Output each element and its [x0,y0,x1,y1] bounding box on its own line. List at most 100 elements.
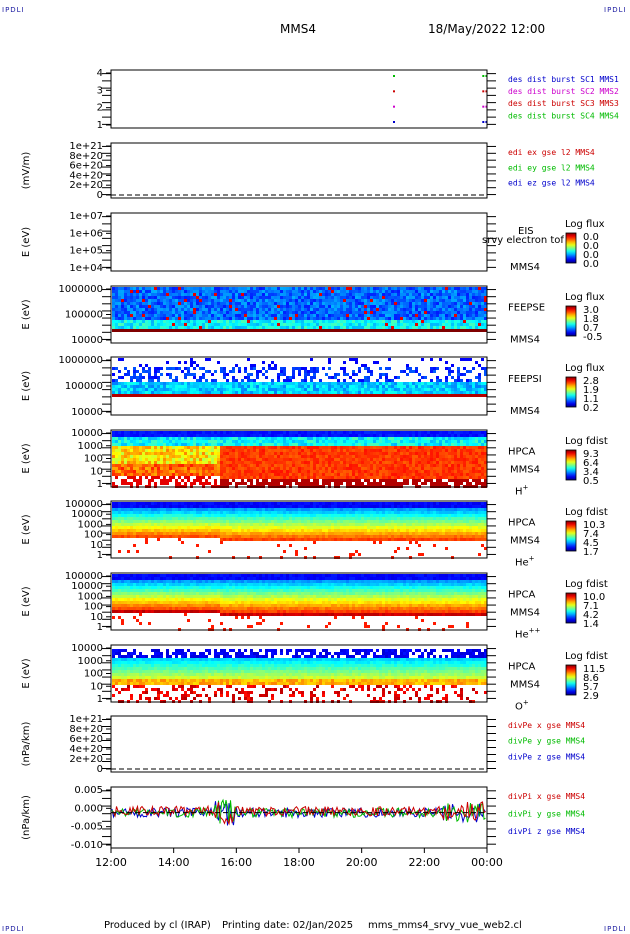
panel-feepse-pixel [310,308,313,311]
panel-feepsi-pixel [268,364,271,367]
panel-hpca_h-pixel [277,476,280,479]
panel-feepsi-pixel [409,394,412,397]
panel-hpca_h-pixel [298,446,301,449]
panel-feepse-pixel [268,302,271,305]
panel-feepse-pixel [151,299,154,302]
panel-feepse-pixel [433,290,436,293]
panel-feepse-pixel [451,317,454,320]
panel-feepsi-pixel [466,379,469,382]
panel-feepse-pixel [229,314,232,317]
panel-feepse-pixel [139,296,142,299]
panel-feepse-pixel [301,308,304,311]
panel-feepse-pixel [385,287,388,290]
panel-hpca_h-pixel [421,443,424,446]
panel-hpca_h-pixel [349,437,352,440]
panel-feepsi-pixel [421,394,424,397]
panel-hpca_h-pixel [310,446,313,449]
panel-hpca_h-pixel [421,467,424,470]
panel-feepse-pixel [241,329,244,332]
panel-feepsi-pixel [277,385,280,388]
panel-feepse-pixel [472,305,475,308]
panel-feepse-pixel [445,290,448,293]
panel-feepse-pixel [409,311,412,314]
panel-feepse-pixel [367,293,370,296]
panel-hpca_h-pixel [148,482,151,485]
panel-feepse-pixel [397,317,400,320]
panel-feepse-pixel [337,287,340,290]
panel-feepsi-pixel [379,367,382,370]
panel-hpca_h-pixel [169,446,172,449]
panel-hpca_h-pixel [364,464,367,467]
panel-hpca_h-pixel [160,434,163,437]
panel-feepse-pixel [373,296,376,299]
panel-feepse-pixel [124,329,127,332]
panel-feepse-pixel [379,299,382,302]
panel-feepse-pixel [274,329,277,332]
panel-hpca_h-pixel [415,476,418,479]
panel-feepse-pixel [247,323,250,326]
panel-feepse-pixel [316,326,319,329]
panel-hpca_h-pixel [187,461,190,464]
panel-hpca_h-pixel [403,461,406,464]
panel-hpca_h-pixel [226,452,229,455]
panel-hpca_h-pixel [244,437,247,440]
panel-feepse-pixel [424,326,427,329]
panel-hpca_h-pixel [280,458,283,461]
panel-hpca_h-pixel [241,446,244,449]
panel-feepse-pixel [241,308,244,311]
panel-feepse-pixel [157,302,160,305]
panel-feepse-pixel [145,317,148,320]
panel-hpca_h-pixel [268,470,271,473]
panel-edi-ytick-label: 2e+20 [69,180,103,191]
panel-feepsi-pixel [151,376,154,379]
panel-hpca_h-pixel [394,431,397,434]
panel-hpca_h-pixel [250,473,253,476]
panel-feepsi-pixel [346,382,349,385]
panel-feepsi-pixel [286,385,289,388]
panel-feepse-pixel [385,302,388,305]
panel-hpca_h-pixel [199,437,202,440]
panel-hpca_h-pixel [418,446,421,449]
panel-feepse-pixel [130,290,133,293]
panel-feepse-pixel [331,329,334,332]
panel-feepse-pixel [277,317,280,320]
panel-feepsi-pixel [166,388,169,391]
panel-hpca_h-pixel [352,443,355,446]
panel-feepsi-pixel [256,388,259,391]
panel-feepse-pixel [277,329,280,332]
panel-feepse-pixel [484,299,487,302]
panel-hpca_h-pixel [289,440,292,443]
panel-feepsi-pixel [190,388,193,391]
panel-feepsi-pixel [199,388,202,391]
panel-feepsi-pixel [475,388,478,391]
panel-feepse-pixel [355,320,358,323]
panel-feepse-pixel [358,302,361,305]
panel-feepse-pixel [439,293,442,296]
panel-feepsi-pixel [301,382,304,385]
panel-feepsi-pixel [361,388,364,391]
panel-hpca_h-pixel [382,461,385,464]
panel-feepse-pixel [151,287,154,290]
panel-hpca_h-pixel [283,446,286,449]
panel-feepse-pixel [406,320,409,323]
panel-hpca_h-pixel [325,467,328,470]
panel-feepsi-pixel [157,367,160,370]
panel-hpca_h-pixel [208,443,211,446]
panel-feepsi-pixel [451,388,454,391]
panel-feepsi-pixel [460,394,463,397]
panel-feepse-pixel [232,287,235,290]
panel-hpca_h-pixel [193,437,196,440]
panel-hpca_h-pixel [385,449,388,452]
panel-feepse-pixel [244,305,247,308]
panel-hpca_h-pixel [238,431,241,434]
panel-feepse-pixel [442,299,445,302]
panel-feepse-pixel [394,323,397,326]
panel-feepsi-pixel [319,379,322,382]
panel-hpca_h-pixel [352,476,355,479]
panel-hpca_h-pixel [325,458,328,461]
panel-feepsi-pixel [241,379,244,382]
panel-feepsi-colorbar-title: Log flux [565,363,605,374]
panel-feepse-pixel [121,302,124,305]
panel-hpca_h-pixel [412,473,415,476]
panel-hpca_h-pixel [169,467,172,470]
